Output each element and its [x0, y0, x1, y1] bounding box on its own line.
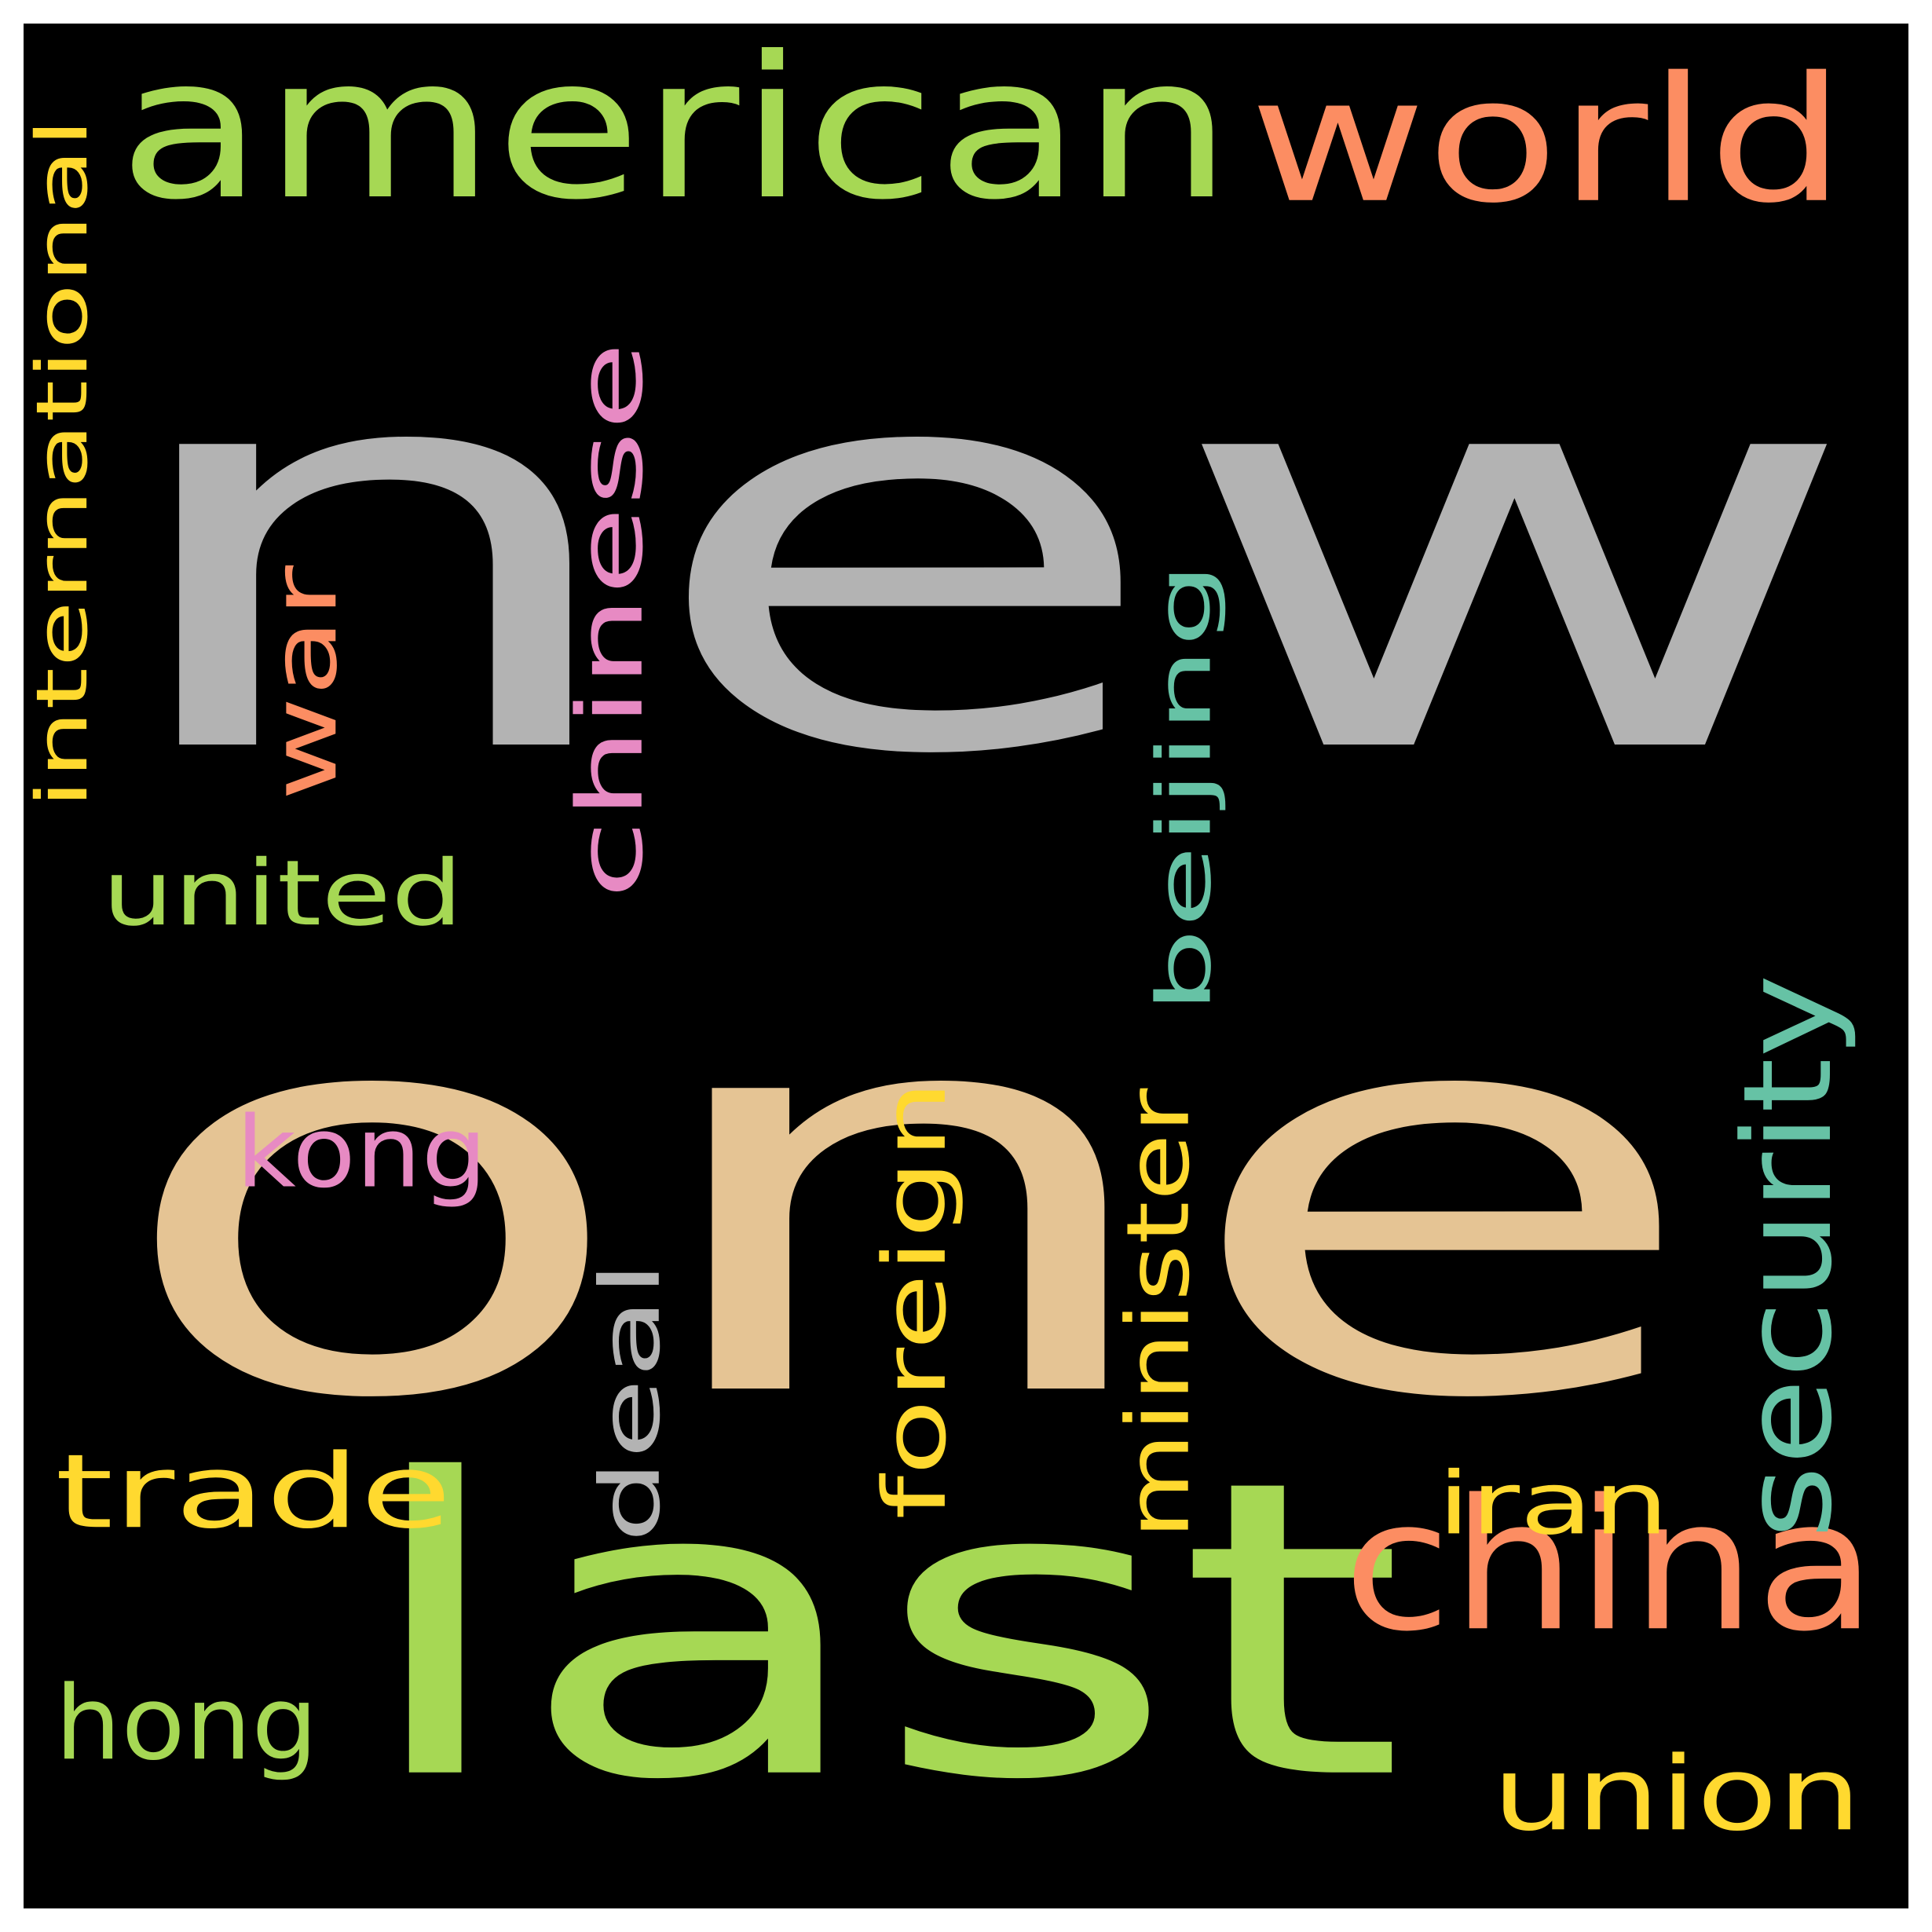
word-trade: trade [55, 1432, 452, 1552]
word-union: union [1492, 1734, 1862, 1854]
word-one: one [109, 880, 1705, 1520]
word-iran: iran [1437, 1453, 1670, 1554]
word-american: american [118, 24, 1233, 243]
word-chinese: chinese [558, 341, 664, 900]
word-international: international [24, 117, 104, 810]
word-foreign: foreign [864, 1080, 965, 1520]
word-world: world [1249, 40, 1846, 242]
word-new: new [101, 236, 1863, 876]
word-security: security [1717, 974, 1860, 1539]
word-war: war [251, 565, 357, 802]
word-china: china [1343, 1461, 1877, 1672]
word-last: last [353, 1394, 1406, 1871]
word-minister: minister [1107, 1088, 1209, 1539]
word-deal: deal [582, 1260, 679, 1544]
word-kong: kong [235, 1095, 487, 1209]
word-beijing: beijing [1140, 561, 1228, 1014]
word-united: united [101, 840, 463, 946]
word-hong: hong [54, 1663, 318, 1784]
word-cloud: new one last american world china chines… [24, 24, 1908, 1908]
